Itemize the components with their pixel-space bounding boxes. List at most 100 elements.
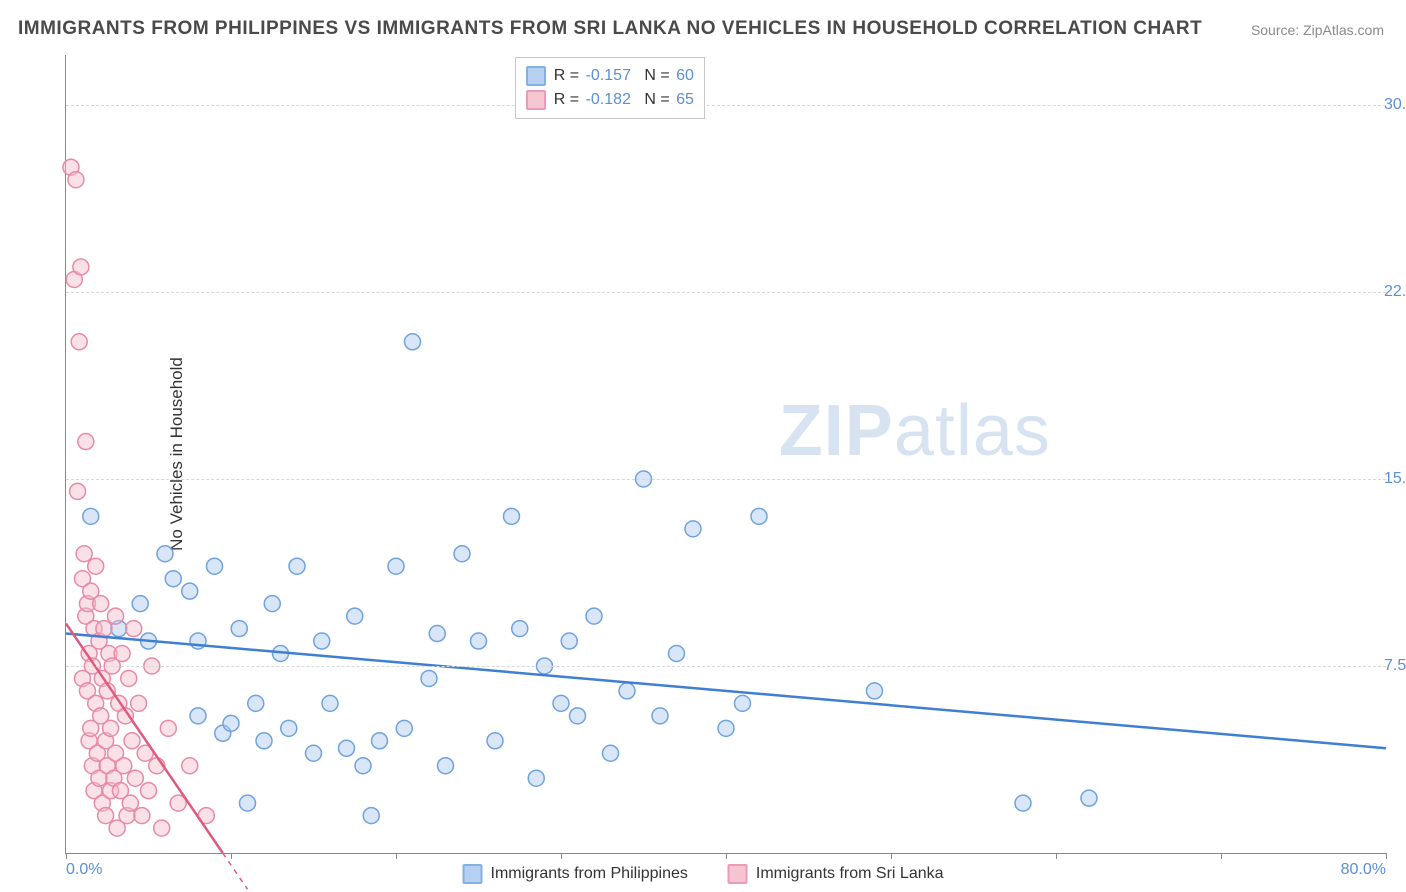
data-point <box>256 733 272 749</box>
data-point <box>553 695 569 711</box>
data-point <box>471 633 487 649</box>
plot-area: No Vehicles in Household ZIPatlas 7.5%15… <box>65 55 1386 854</box>
y-tick-label: 15.0% <box>1380 470 1406 488</box>
data-point <box>141 783 157 799</box>
data-point <box>429 626 445 642</box>
x-tick-mark <box>231 853 232 859</box>
legend-item-philippines: Immigrants from Philippines <box>462 864 687 884</box>
data-point <box>126 621 142 637</box>
x-tick-mark <box>561 853 562 859</box>
data-point <box>388 558 404 574</box>
legend-label-srilanka: Immigrants from Sri Lanka <box>756 865 944 883</box>
data-point <box>363 808 379 824</box>
x-tick-mark <box>891 853 892 859</box>
data-point <box>405 334 421 350</box>
data-point <box>1081 790 1097 806</box>
x-tick-label: 0.0% <box>66 861 102 879</box>
plot-svg <box>66 55 1386 853</box>
legend-stats-row: R = -0.157 N = 60 <box>526 64 694 88</box>
grid-line <box>66 666 1386 667</box>
data-point <box>88 558 104 574</box>
source-attribution: Source: ZipAtlas.com <box>1251 22 1384 38</box>
data-point <box>182 583 198 599</box>
y-tick-label: 7.5% <box>1380 657 1406 675</box>
data-point <box>669 646 685 662</box>
data-point <box>122 795 138 811</box>
data-point <box>372 733 388 749</box>
data-point <box>70 483 86 499</box>
data-point <box>603 745 619 761</box>
data-point <box>124 733 140 749</box>
data-point <box>68 172 84 188</box>
x-tick-mark <box>726 853 727 859</box>
data-point <box>512 621 528 637</box>
swatch-icon <box>526 66 546 86</box>
data-point <box>71 334 87 350</box>
data-point <box>127 770 143 786</box>
legend-stat-text: R = -0.182 N = 65 <box>554 91 694 109</box>
data-point <box>652 708 668 724</box>
data-point <box>132 596 148 612</box>
data-point <box>487 733 503 749</box>
data-point <box>98 808 114 824</box>
data-point <box>131 695 147 711</box>
data-point <box>421 670 437 686</box>
y-tick-label: 30.0% <box>1380 96 1406 114</box>
data-point <box>160 720 176 736</box>
legend-stat-text: R = -0.157 N = 60 <box>554 67 694 85</box>
data-point <box>248 695 264 711</box>
legend-item-srilanka: Immigrants from Sri Lanka <box>728 864 944 884</box>
data-point <box>207 558 223 574</box>
data-point <box>154 820 170 836</box>
data-point <box>339 740 355 756</box>
legend-stats-row: R = -0.182 N = 65 <box>526 88 694 112</box>
swatch-icon <box>526 90 546 110</box>
data-point <box>182 758 198 774</box>
data-point <box>454 546 470 562</box>
x-tick-mark <box>396 853 397 859</box>
data-point <box>157 546 173 562</box>
chart-title: IMMIGRANTS FROM PHILIPPINES VS IMMIGRANT… <box>18 18 1202 40</box>
x-tick-label: 80.0% <box>1341 861 1386 879</box>
x-tick-mark <box>1221 853 1222 859</box>
swatch-srilanka <box>728 864 748 884</box>
legend-bottom: Immigrants from Philippines Immigrants f… <box>462 864 943 884</box>
data-point <box>289 558 305 574</box>
data-point <box>438 758 454 774</box>
legend-stats: R = -0.157 N = 60 R = -0.182 N = 65 <box>515 57 705 119</box>
data-point <box>504 508 520 524</box>
grid-line <box>66 292 1386 293</box>
y-tick-label: 22.5% <box>1380 283 1406 301</box>
data-point <box>347 608 363 624</box>
data-point <box>76 546 92 562</box>
data-point <box>264 596 280 612</box>
data-point <box>190 708 206 724</box>
data-point <box>718 720 734 736</box>
data-point <box>165 571 181 587</box>
data-point <box>685 521 701 537</box>
data-point <box>96 621 112 637</box>
x-tick-mark <box>1056 853 1057 859</box>
data-point <box>73 259 89 275</box>
data-point <box>322 695 338 711</box>
data-point <box>314 633 330 649</box>
data-point <box>134 808 150 824</box>
data-point <box>108 608 124 624</box>
data-point <box>570 708 586 724</box>
data-point <box>1015 795 1031 811</box>
data-point <box>121 670 137 686</box>
data-point <box>114 646 130 662</box>
data-point <box>78 434 94 450</box>
x-tick-mark <box>66 853 67 859</box>
data-point <box>528 770 544 786</box>
data-point <box>735 695 751 711</box>
data-point <box>83 508 99 524</box>
grid-line <box>66 479 1386 480</box>
data-point <box>306 745 322 761</box>
data-point <box>586 608 602 624</box>
data-point <box>240 795 256 811</box>
data-point <box>619 683 635 699</box>
grid-line <box>66 105 1386 106</box>
data-point <box>231 621 247 637</box>
data-point <box>93 596 109 612</box>
